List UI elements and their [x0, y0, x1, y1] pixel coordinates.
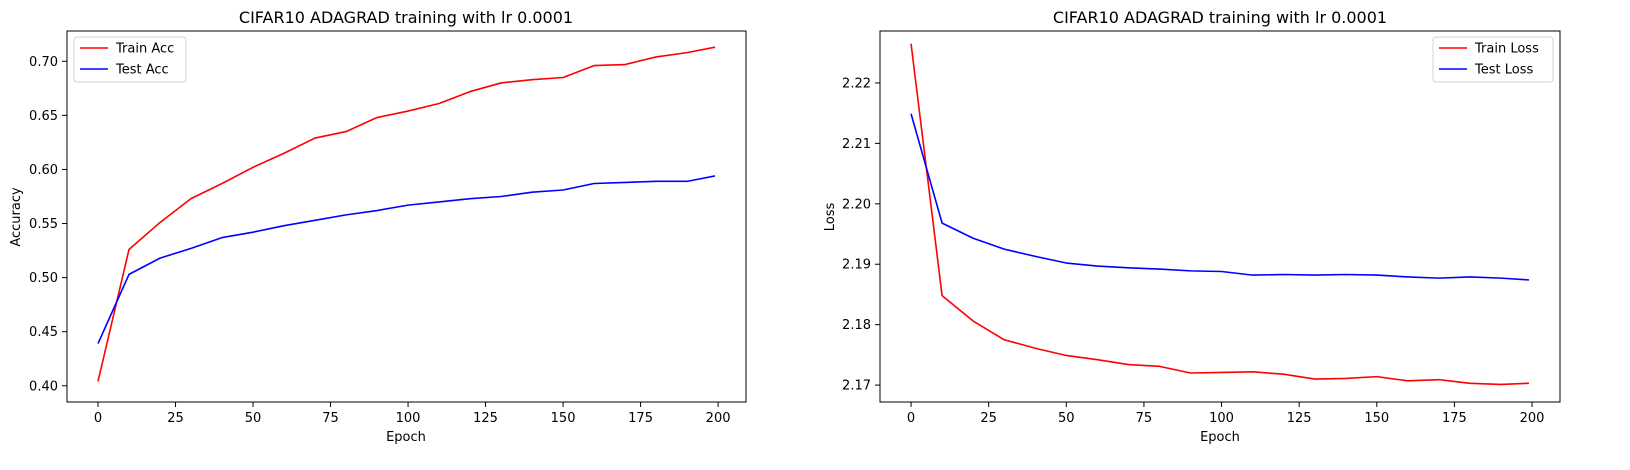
accuracy-chart-title: CIFAR10 ADAGRAD training with lr 0.0001 [239, 8, 573, 27]
loss-xtick-label: 75 [1136, 411, 1153, 426]
loss-ytick-label: 2.17 [842, 379, 871, 394]
loss-xtick-label: 50 [1058, 411, 1075, 426]
accuracy-chart-legend: Train Acc Test Acc [73, 36, 187, 83]
accuracy-ytick-label: 0.70 [29, 55, 58, 70]
series-line-train-loss [910, 43, 1529, 386]
accuracy-xtick-label: 175 [628, 411, 653, 426]
accuracy-ytick-label: 0.40 [29, 379, 58, 394]
series-line-train-acc [97, 46, 716, 382]
accuracy-chart-ticks: 0 25 50 75 100 125 150 175 200 0.40 0.45 0.50 0.55 0.… [29, 55, 730, 426]
loss-ytick-label: 2.21 [842, 137, 871, 152]
series-line-test-acc [97, 175, 716, 344]
accuracy-xtick-label: 200 [706, 411, 731, 426]
accuracy-xtick-label: 150 [551, 411, 576, 426]
loss-xtick-label: 100 [1209, 411, 1234, 426]
accuracy-chart: CIFAR10 ADAGRAD training with lr 0.0001 … [9, 8, 747, 445]
loss-chart-ticks: 0 25 50 75 100 125 150 175 200 2.17 2.18 2.19 2.20 2.… [842, 76, 1544, 426]
loss-xtick-label: 150 [1364, 411, 1389, 426]
accuracy-xtick-label: 75 [322, 411, 339, 426]
legend-label-train-loss: Train Loss [1474, 42, 1539, 57]
loss-chart-title: CIFAR10 ADAGRAD training with lr 0.0001 [1053, 8, 1387, 27]
loss-ytick-label: 2.18 [842, 318, 871, 333]
loss-chart: CIFAR10 ADAGRAD training with lr 0.0001 … [823, 8, 1561, 445]
loss-chart-ylabel: Loss [823, 203, 838, 232]
legend-label-test-acc: Test Acc [115, 63, 169, 78]
loss-xtick-label: 200 [1520, 411, 1545, 426]
accuracy-xtick-label: 100 [396, 411, 421, 426]
loss-chart-frame [879, 30, 1561, 403]
accuracy-chart-xlabel: Epoch [386, 430, 426, 445]
loss-xtick-label: 175 [1442, 411, 1467, 426]
accuracy-xtick-label: 125 [473, 411, 498, 426]
loss-xtick-label: 0 [907, 411, 915, 426]
loss-xtick-label: 25 [980, 411, 997, 426]
accuracy-ytick-label: 0.60 [29, 163, 58, 178]
legend-label-train-acc: Train Acc [115, 42, 174, 57]
loss-chart-xlabel: Epoch [1200, 430, 1240, 445]
accuracy-ytick-label: 0.55 [29, 217, 58, 232]
legend-label-test-loss: Test Loss [1474, 63, 1533, 78]
accuracy-chart-ylabel: Accuracy [9, 187, 24, 247]
accuracy-ytick-label: 0.45 [29, 325, 58, 340]
accuracy-ytick-label: 0.50 [29, 271, 58, 286]
accuracy-ytick-label: 0.65 [29, 109, 58, 124]
loss-ytick-label: 2.22 [842, 76, 871, 91]
loss-chart-lines [910, 43, 1530, 386]
accuracy-chart-lines [97, 46, 716, 382]
loss-ytick-label: 2.19 [842, 258, 871, 273]
accuracy-chart-frame [66, 30, 747, 403]
accuracy-xtick-label: 0 [94, 411, 102, 426]
loss-chart-legend: Train Loss Test Loss [1432, 36, 1554, 83]
loss-ytick-label: 2.20 [842, 197, 871, 212]
accuracy-xtick-label: 50 [245, 411, 262, 426]
series-line-test-loss [910, 113, 1530, 281]
accuracy-xtick-label: 25 [167, 411, 184, 426]
loss-xtick-label: 125 [1287, 411, 1312, 426]
